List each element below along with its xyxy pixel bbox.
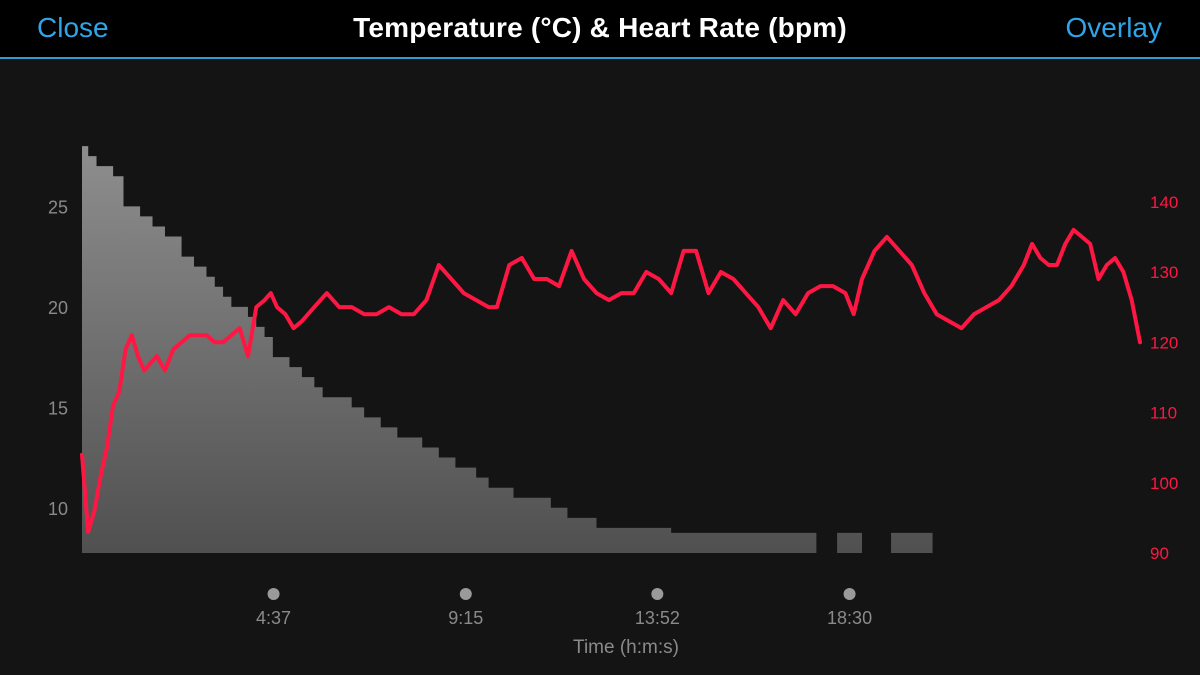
chart-area: 10 15 20 25 90 100 110 120 130 140 4:37 9:15 13:52…	[48, 146, 1178, 658]
right-axis: 90 100 110 120 130 140	[1150, 193, 1178, 563]
heart-rate-line	[80, 227, 1142, 534]
x-tick-label: 13:52	[635, 608, 680, 628]
x-tick-marker	[459, 588, 472, 600]
right-tick-label: 100	[1150, 474, 1178, 493]
right-tick-label: 120	[1150, 333, 1178, 352]
x-axis-label: Time (h:m:s)	[573, 637, 679, 658]
x-tick-label: 4:37	[256, 608, 291, 628]
chart-title: Temperature (°C) & Heart Rate (bpm)	[353, 12, 847, 43]
left-tick-label: 15	[48, 398, 68, 418]
x-tick-marker	[843, 588, 856, 600]
right-tick-label: 90	[1150, 544, 1169, 563]
temperature-series	[82, 146, 1140, 553]
heart-rate-series	[80, 227, 1142, 534]
right-tick-label: 140	[1150, 193, 1178, 212]
x-tick-label: 18:30	[827, 608, 872, 628]
x-axis: 4:37 9:15 13:52 18:30	[256, 588, 872, 628]
overlay-button[interactable]: Overlay	[1065, 12, 1162, 43]
x-tick-marker	[651, 588, 664, 600]
top-bar: Close Temperature (°C) & Heart Rate (bpm…	[0, 0, 1200, 59]
right-tick-label: 130	[1150, 263, 1178, 282]
left-axis: 10 15 20 25	[48, 197, 68, 518]
left-tick-label: 10	[48, 499, 68, 519]
temperature-area	[82, 146, 1140, 553]
left-tick-label: 25	[48, 197, 68, 217]
left-tick-label: 20	[48, 298, 68, 318]
right-tick-label: 110	[1150, 404, 1177, 423]
x-tick-label: 9:15	[448, 608, 483, 628]
close-button[interactable]: Close	[37, 12, 109, 43]
x-tick-marker	[267, 588, 280, 600]
